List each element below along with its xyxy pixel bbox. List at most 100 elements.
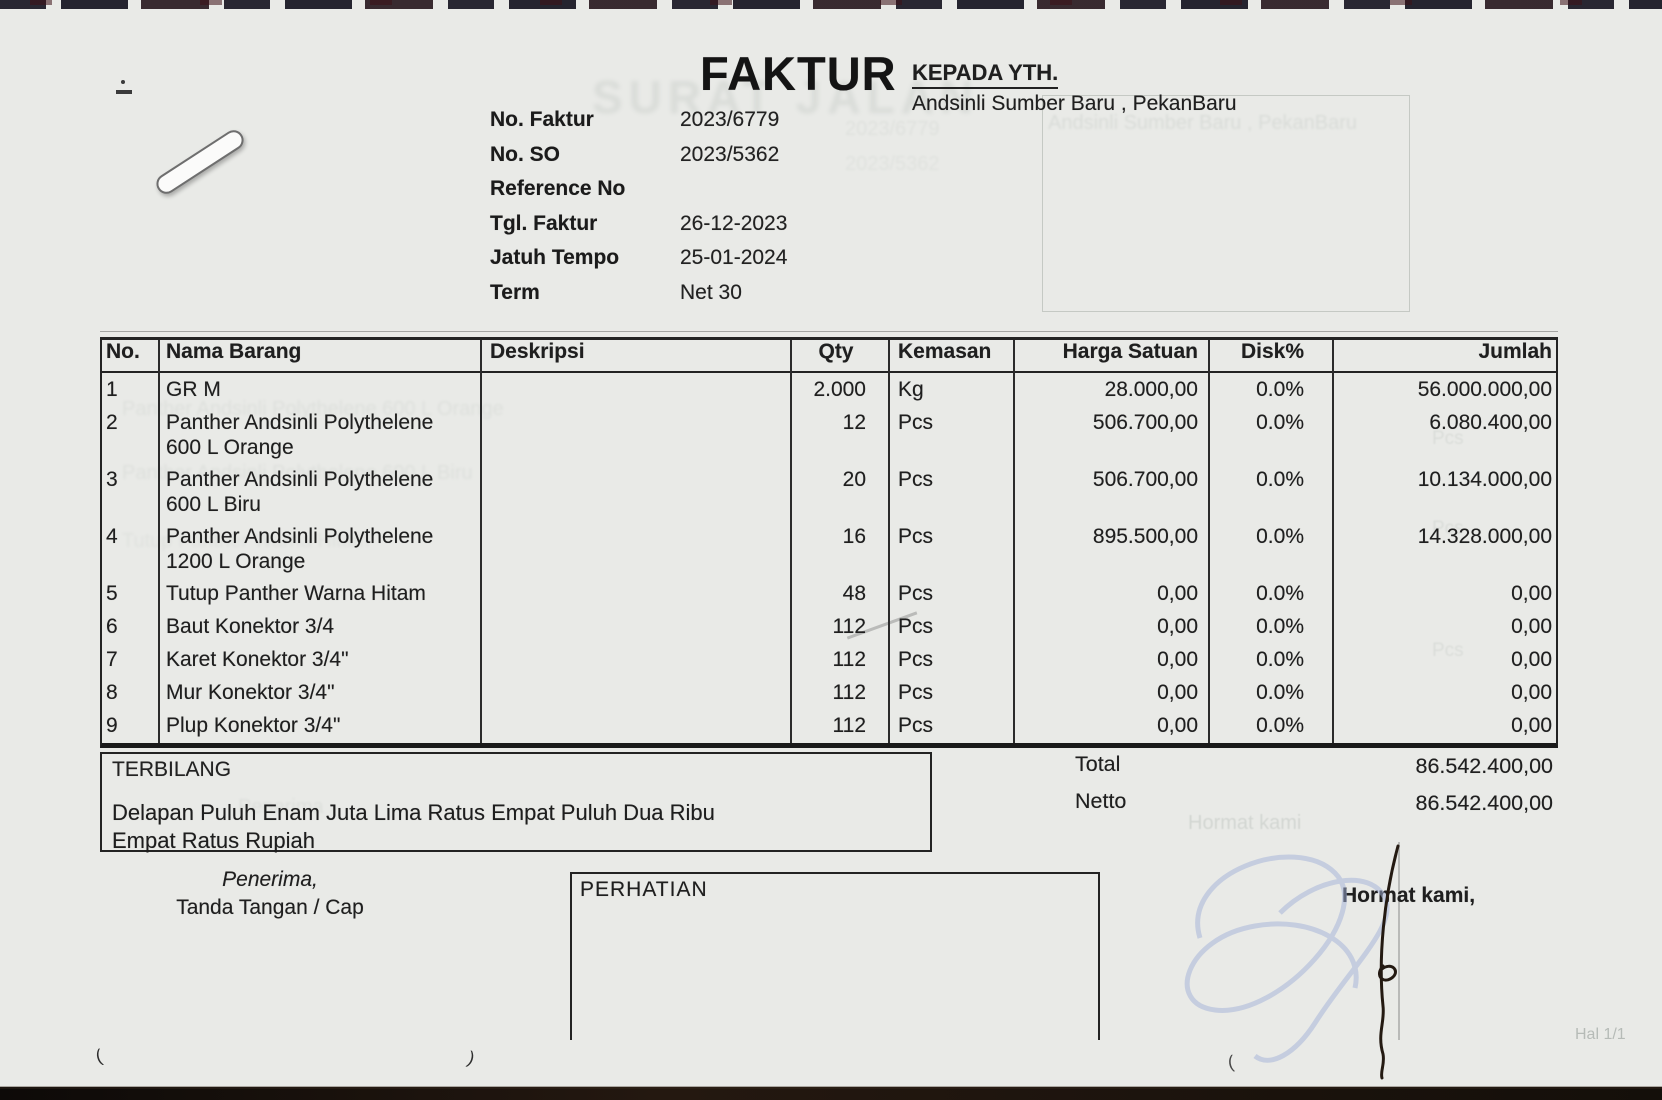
cell-disk: 0.0% <box>1256 648 1304 671</box>
cell-jumlah: 0,00 <box>1511 582 1552 605</box>
meta-label: Term <box>490 280 540 304</box>
cell-nama-barang: Plup Konektor 3/4" <box>166 714 341 737</box>
table-row: 7 Karet Konektor 3/4" 112 Pcs 0,00 0.0% 0,00 <box>102 643 1556 676</box>
cell-deskripsi <box>482 581 792 607</box>
cell-disk: 0.0% <box>1256 714 1304 737</box>
cell-deskripsi <box>482 614 792 640</box>
terbilang-line2: Empat Ratus Rupiah <box>112 828 315 853</box>
meta-label: Tgl. Faktur <box>490 211 598 235</box>
cell-deskripsi <box>482 467 792 517</box>
cell-harga-satuan: 0,00 <box>1157 714 1198 737</box>
table-row: 9 Plup Konektor 3/4" 112 Pcs 0,00 0.0% 0,00 <box>102 709 1556 742</box>
meta-value: 26-12-2023 <box>680 211 788 235</box>
cell-qty: 112 <box>832 648 866 671</box>
table-vline <box>790 340 792 743</box>
meta-label: Reference No <box>490 177 626 201</box>
cell-nama-barang: Baut Konektor 3/4 <box>166 615 335 638</box>
pen-tick-right: ( <box>1226 1051 1236 1073</box>
cell-harga-satuan: 28.000,00 <box>1104 378 1198 401</box>
items-table-body: 1 GR M 2.000 Kg 28.000,00 0.0% 56.000.000,00 2 P… <box>102 373 1556 742</box>
cell-disk: 0.0% <box>1256 411 1304 434</box>
bleedthrough-box <box>1042 95 1410 312</box>
cell-nama-barang: Panther Andsinli Polythelene 600 L Orange <box>166 411 434 459</box>
pen-tick-left: ( <box>93 1045 105 1067</box>
scan-bottom-edge <box>0 1087 1662 1100</box>
cell-harga-satuan: 895.500,00 <box>1092 525 1198 548</box>
table-row: 3 Panther Andsinli Polythelene 600 L Biru 2… <box>102 463 1556 520</box>
cell-no: 4 <box>106 525 118 548</box>
cell-nama-barang: Panther Andsinli Polythelene 600 L Biru <box>166 468 434 516</box>
cell-nama-barang: Tutup Panther Warna Hitam <box>166 582 426 605</box>
col-header-deskripsi: Deskripsi <box>490 340 585 363</box>
cell-harga-satuan: 0,00 <box>1157 648 1198 671</box>
tanda-tangan-label: Tanda Tangan / Cap <box>176 896 364 919</box>
meta-value: Net 30 <box>680 280 742 304</box>
total-value: 86.542.400,00 <box>1415 754 1554 778</box>
table-vline <box>480 340 482 743</box>
table-row: 2 Panther Andsinli Polythelene 600 L Orang… <box>102 406 1556 463</box>
perforation-top-edge-tint <box>0 0 1662 5</box>
meta-row: Tgl. Faktur 26-12-2023 <box>490 212 1050 247</box>
cell-qty: 20 <box>842 468 866 491</box>
cell-jumlah: 0,00 <box>1511 714 1552 737</box>
cell-deskripsi <box>482 713 792 739</box>
cell-qty: 112 <box>832 615 866 638</box>
cell-disk: 0.0% <box>1256 615 1304 638</box>
pen-stroke <box>1378 844 1400 1080</box>
cell-kemasan: Pcs <box>898 714 934 737</box>
paper-fold-line <box>1398 842 1400 1040</box>
items-table-header: No. Nama Barang Deskripsi Qty Kemasan Ha… <box>102 340 1556 373</box>
col-header-nama-barang: Nama Barang <box>166 340 302 363</box>
col-header-jumlah: Jumlah <box>1478 340 1552 363</box>
meta-row: No. SO 2023/5362 <box>490 143 1050 178</box>
col-header-kemasan: Kemasan <box>898 340 992 363</box>
table-top-echo-line <box>100 331 1558 332</box>
cell-jumlah: 0,00 <box>1511 681 1552 704</box>
total-label: Total <box>1075 752 1121 776</box>
table-vline <box>888 340 890 743</box>
cell-harga-satuan: 0,00 <box>1157 615 1198 638</box>
paper-crease-mark <box>152 126 248 198</box>
cell-harga-satuan: 506.700,00 <box>1092 411 1198 434</box>
penerima-label: Penerima, <box>222 868 318 891</box>
cell-nama-barang: Panther Andsinli Polythelene 1200 L Orang… <box>166 525 434 573</box>
cell-jumlah: 0,00 <box>1511 648 1552 671</box>
cell-deskripsi <box>482 524 792 574</box>
cell-qty: 112 <box>832 714 866 737</box>
page-number-label: Hal 1/1 <box>1575 1026 1626 1043</box>
meta-row: Jatuh Tempo 25-01-2024 <box>490 246 1050 281</box>
cell-qty: 16 <box>842 525 866 548</box>
table-vline <box>1332 340 1334 743</box>
pen-tick-middle: ) <box>465 1047 478 1069</box>
cell-no: 8 <box>106 681 118 704</box>
cell-deskripsi <box>482 410 792 460</box>
meta-value: 2023/5362 <box>680 142 780 166</box>
cell-no: 1 <box>106 378 118 401</box>
meta-row: Reference No <box>490 177 1050 212</box>
cell-deskripsi <box>482 647 792 673</box>
cell-no: 5 <box>106 582 118 605</box>
meta-label: No. SO <box>490 142 561 166</box>
cell-disk: 0.0% <box>1256 681 1304 704</box>
cell-no: 2 <box>106 411 118 434</box>
terbilang-box: TERBILANG Delapan Puluh Enam Juta Lima R… <box>100 752 932 853</box>
table-vline <box>1013 340 1015 743</box>
invoice-title: FAKTUR <box>700 47 897 100</box>
cell-harga-satuan: 0,00 <box>1157 582 1198 605</box>
terbilang-label: TERBILANG <box>112 758 232 781</box>
cell-jumlah: 10.134.000,00 <box>1417 468 1552 491</box>
cell-kemasan: Pcs <box>898 525 934 548</box>
cell-disk: 0.0% <box>1256 378 1304 401</box>
cell-qty: 2.000 <box>813 378 866 401</box>
col-header-harga-satuan: Harga Satuan <box>1062 340 1198 363</box>
cell-disk: 0.0% <box>1256 582 1304 605</box>
cell-qty: 12 <box>842 411 866 434</box>
cell-nama-barang: Karet Konektor 3/4" <box>166 648 349 671</box>
cell-kemasan: Pcs <box>898 681 934 704</box>
pen-dash-mark <box>116 90 132 94</box>
cell-disk: 0.0% <box>1256 468 1304 491</box>
pen-dot-mark <box>121 80 125 84</box>
cell-kemasan: Kg <box>898 378 924 401</box>
cell-kemasan: Pcs <box>898 468 934 491</box>
